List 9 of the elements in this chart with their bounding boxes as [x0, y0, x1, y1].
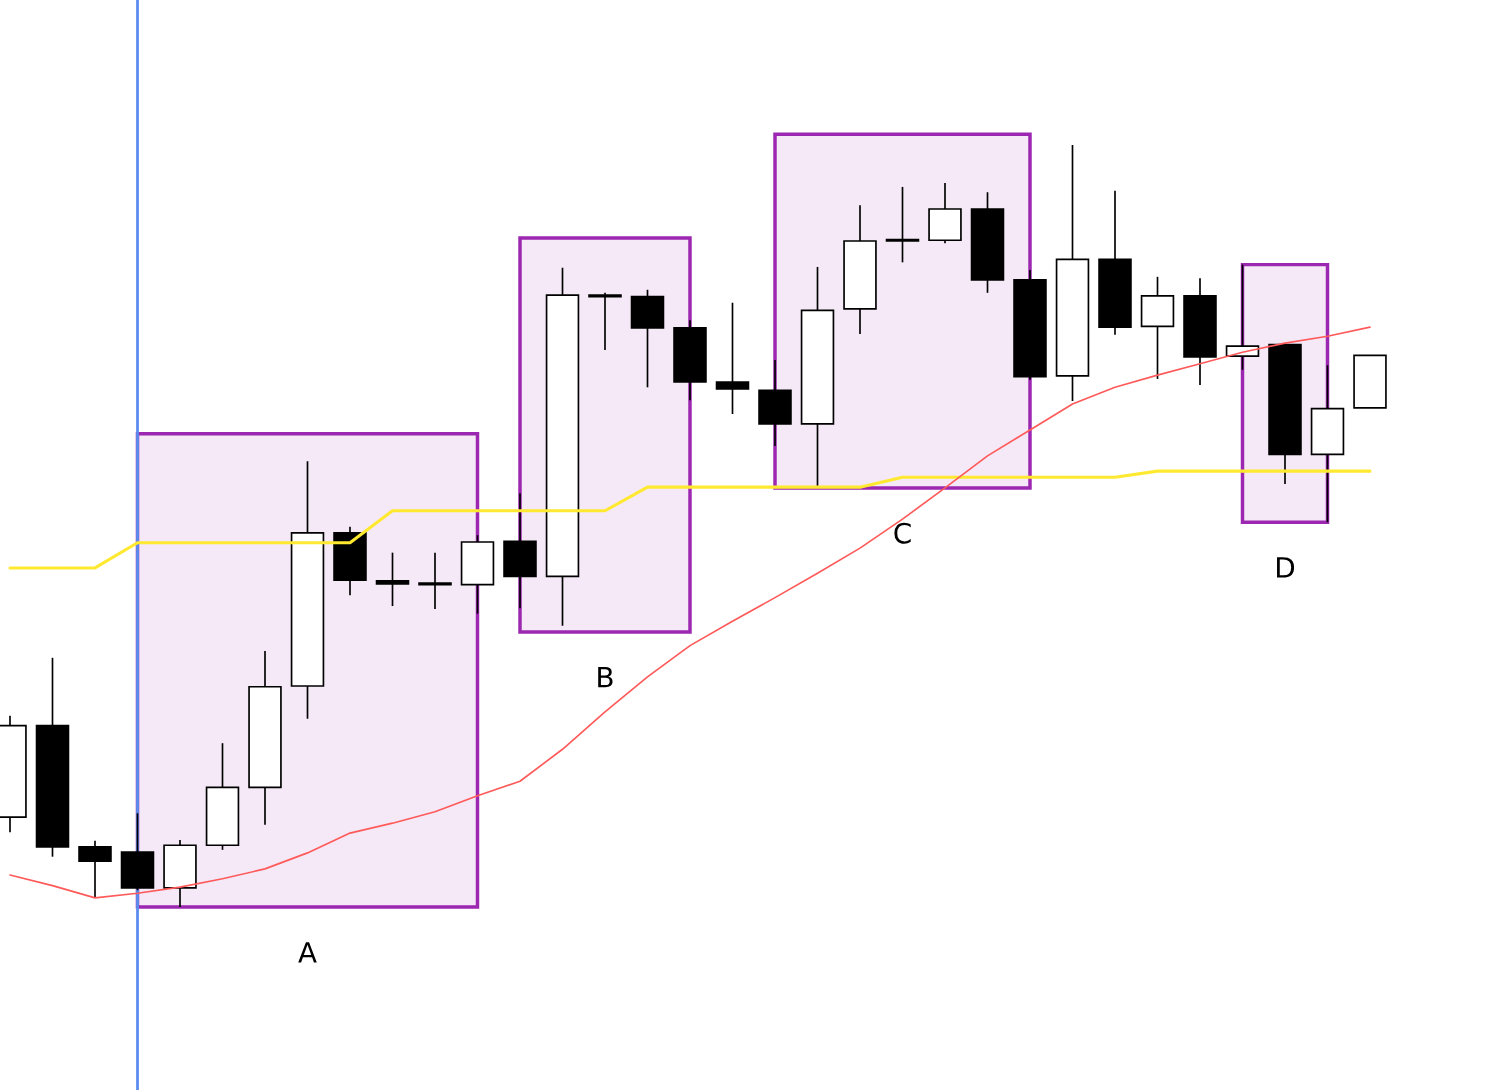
text: A [298, 942, 317, 963]
annotation: D [1277, 557, 1295, 578]
annotation: C [894, 522, 911, 544]
candlestick [418, 551, 452, 610]
candlestick [375, 551, 410, 607]
candlestick [588, 291, 622, 351]
annotation: B [598, 667, 613, 688]
candlestick [715, 301, 750, 415]
candlestick [885, 186, 920, 264]
